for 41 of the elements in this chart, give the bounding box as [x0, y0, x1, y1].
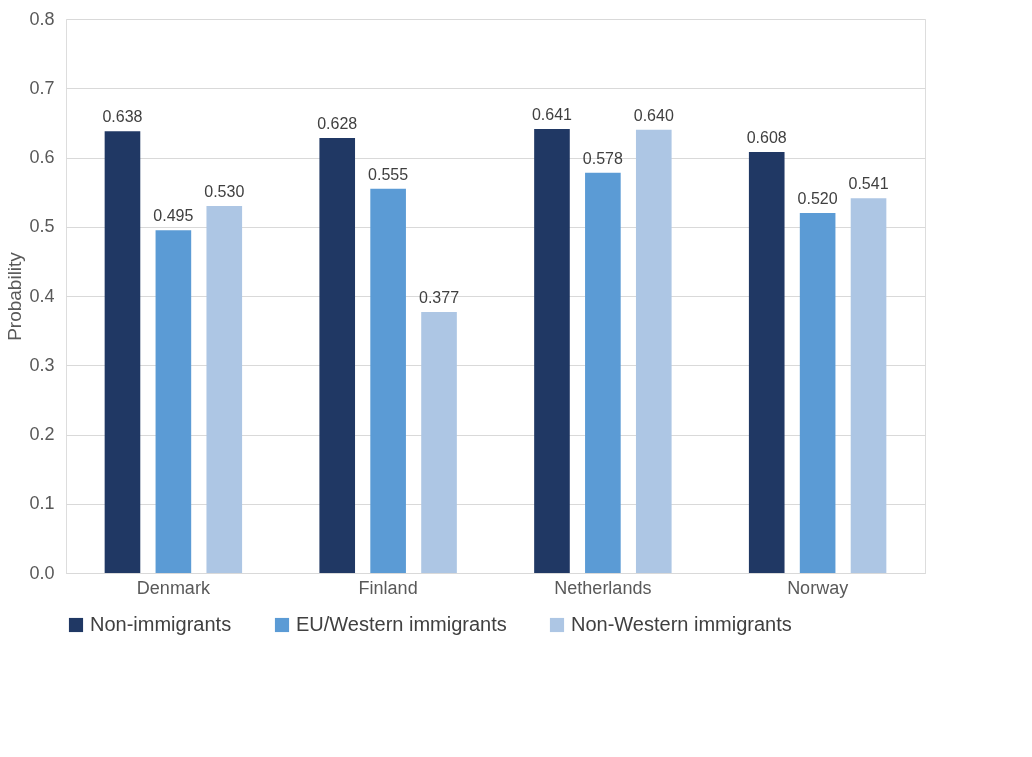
- x-tick-label: Finland: [358, 577, 418, 598]
- legend-label: EU/Western immigrants: [296, 613, 507, 635]
- data-label: 0.640: [633, 106, 674, 124]
- data-label: 0.541: [848, 175, 889, 193]
- y-tick-label: 0.6: [29, 147, 55, 167]
- data-label: 0.377: [419, 288, 460, 306]
- y-tick-label: 0.2: [29, 424, 55, 444]
- y-tick-label: 0.4: [29, 285, 55, 306]
- bar: [206, 205, 243, 573]
- bar: [319, 138, 356, 573]
- data-label: 0.578: [582, 149, 623, 167]
- data-label: 0.520: [797, 189, 838, 207]
- legend-label: Non-immigrants: [90, 613, 232, 635]
- y-tick-label: 0.1: [29, 493, 55, 514]
- y-axis-title: Probability: [4, 251, 26, 341]
- bar: [155, 230, 192, 573]
- data-label: 0.530: [204, 182, 245, 200]
- x-tick-label: Norway: [787, 577, 849, 598]
- bar: [799, 212, 836, 573]
- bar: [370, 188, 406, 573]
- data-label: 0.628: [317, 115, 358, 133]
- bar: [850, 198, 887, 573]
- y-tick-label: 0.3: [29, 354, 55, 375]
- data-label: 0.638: [102, 108, 143, 126]
- data-label: 0.555: [368, 165, 409, 183]
- data-label: 0.608: [746, 128, 787, 146]
- bar: [585, 172, 621, 573]
- x-tick-label: Denmark: [136, 577, 211, 598]
- bar: [748, 151, 785, 573]
- legend-label: Non-Western immigrants: [571, 613, 792, 635]
- x-tick-label: Netherlands: [554, 577, 652, 598]
- data-label: 0.641: [531, 106, 573, 124]
- y-tick-label: 0.0: [29, 562, 55, 583]
- bar: [534, 129, 570, 573]
- bar: [421, 311, 457, 573]
- y-tick-label: 0.7: [29, 77, 55, 98]
- y-tick-label: 0.5: [29, 216, 55, 237]
- data-label: 0.495: [153, 207, 194, 225]
- bar: [635, 129, 672, 573]
- y-tick-label: 0.8: [29, 8, 55, 29]
- bar: [104, 131, 141, 573]
